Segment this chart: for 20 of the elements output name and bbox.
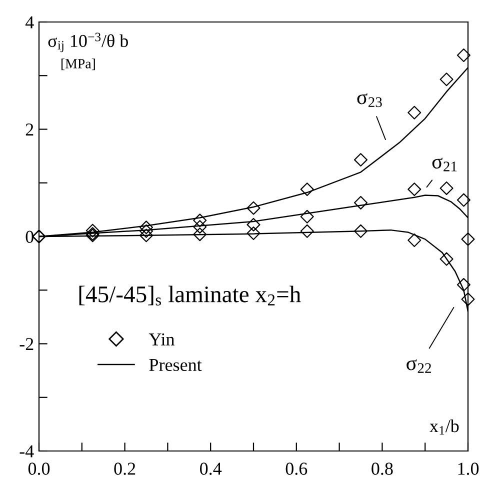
annotation: σ$_{23}$	[357, 93, 382, 108]
y-tick-label: -2	[20, 338, 34, 350]
y-tick-label: 2	[26, 124, 34, 136]
annotation: σ$_{22}$	[406, 359, 431, 373]
y-tick-label: 0	[26, 230, 34, 243]
legend-label: Present	[149, 359, 202, 372]
x-tick-label: 1.0	[458, 462, 479, 475]
y-tick-label: 4	[25, 16, 34, 28]
x-axis-title: x$_{1}$/b	[430, 420, 459, 435]
y-axis-title: σ$_{ij}$ 10$^{−3}$/θ b	[48, 32, 128, 52]
x-tick-label: 0.8	[372, 462, 393, 475]
annotation: [MPa]	[61, 58, 95, 70]
x-tick-label: 0.4	[200, 462, 222, 475]
x-tick-label: 0.2	[114, 462, 136, 475]
y-tick-label: -4	[20, 445, 34, 458]
annotation: σ$_{21}$	[432, 158, 457, 172]
x-tick-label: 0.6	[286, 462, 308, 475]
x-tick-label: 0.0	[28, 462, 50, 475]
annotation: [45/-45]$_{s}$ laminate x$_{2}$=h	[79, 286, 301, 306]
legend-label: Yin	[148, 333, 175, 346]
